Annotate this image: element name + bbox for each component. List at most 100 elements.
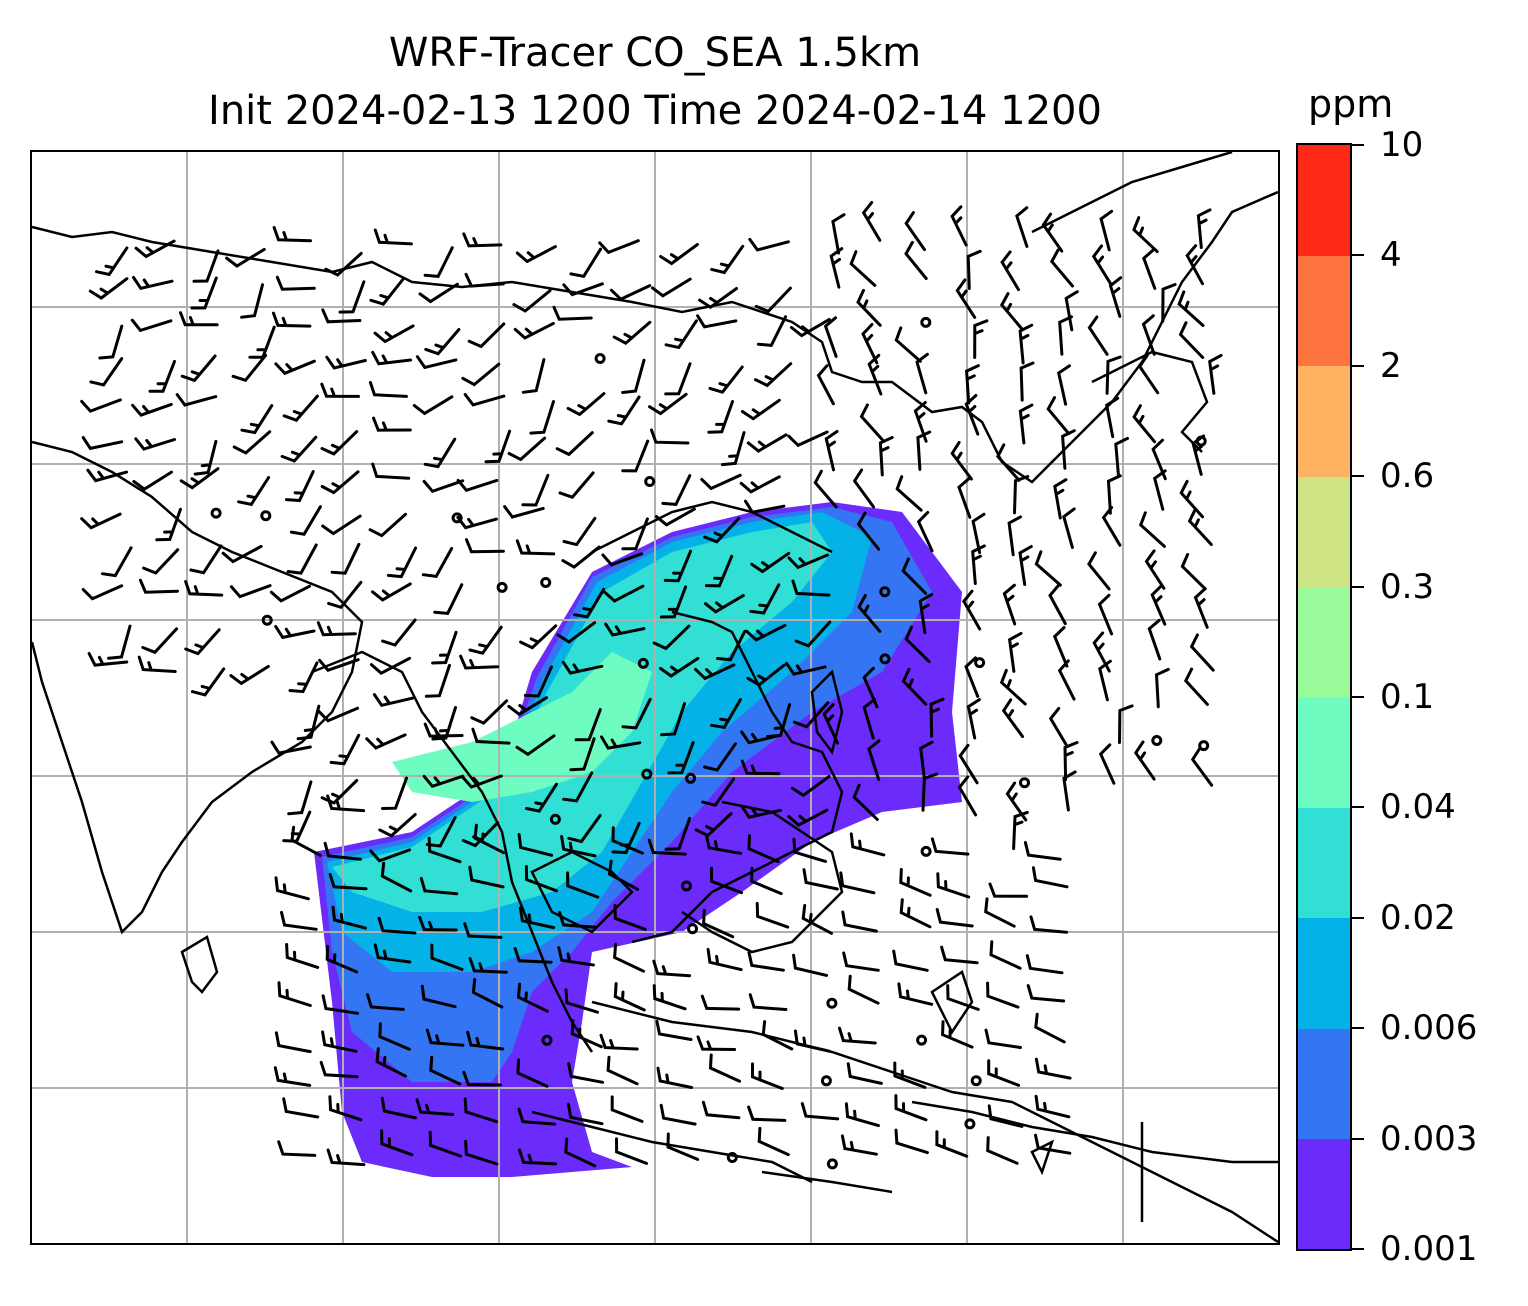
wind-barb [893, 1061, 927, 1089]
colorbar-tick [1352, 1137, 1364, 1140]
wind-barb [1137, 354, 1160, 395]
wind-barb [1193, 587, 1209, 629]
wind-barb [1000, 250, 1020, 292]
wind-barb [1018, 403, 1034, 445]
wind-barb [957, 775, 978, 817]
wind-barb [1154, 667, 1170, 709]
wind-barb [466, 1030, 505, 1051]
wind-barb [894, 1094, 928, 1122]
wind-barb [919, 740, 934, 782]
wind-barb [918, 593, 934, 635]
wind-barb [1151, 438, 1167, 481]
wind-barb [936, 872, 971, 899]
wind-barb [747, 1105, 787, 1122]
wind-barb [86, 468, 129, 483]
wind-barb [791, 579, 831, 597]
wind-barb [756, 315, 788, 347]
wind-barb [696, 1035, 737, 1051]
wind-barb [790, 775, 831, 798]
colorbar-band [1298, 917, 1350, 1029]
wind-barb [1108, 276, 1123, 318]
wind-barb [1015, 206, 1029, 248]
wind-barb [1061, 429, 1076, 470]
wind-barb [1208, 353, 1223, 395]
wind-barb [749, 583, 781, 615]
wind-barb [95, 246, 129, 277]
wind-barb [507, 436, 547, 462]
wind-barb [80, 398, 122, 413]
wind-barb [428, 1130, 463, 1158]
wind-barb [381, 776, 408, 810]
wind-barb [901, 557, 928, 595]
wind-barb [1031, 866, 1069, 889]
wind-barb [155, 507, 182, 542]
wind-barb [698, 287, 738, 310]
wind-barb [652, 984, 687, 1011]
wind-barb [368, 512, 407, 538]
wind-barb [701, 1100, 741, 1120]
wind-barb [380, 1129, 414, 1157]
wind-barb [320, 382, 360, 398]
calm-wind-circle [879, 653, 891, 665]
wind-barb [1114, 436, 1129, 478]
wind-barb [518, 906, 556, 930]
wind-barb [1092, 631, 1111, 673]
wind-barb [558, 471, 595, 499]
wind-barb [621, 697, 652, 730]
wind-barb [661, 474, 692, 506]
colorbar-band [1298, 586, 1350, 698]
wind-barb [1179, 479, 1204, 519]
wind-barb [418, 915, 458, 932]
wind-barb [1063, 741, 1079, 781]
wind-barb [270, 740, 312, 755]
wind-barb [184, 628, 221, 656]
wind-barb [1190, 747, 1214, 787]
wind-barb [857, 594, 882, 633]
coastlines [32, 152, 1278, 1243]
wind-barb [1118, 704, 1134, 744]
wind-barb [601, 552, 644, 567]
wind-barb [317, 706, 359, 723]
calm-wind-circle [974, 657, 986, 669]
wind-barb [1185, 244, 1204, 286]
wind-barb [557, 946, 595, 967]
wind-barb [794, 620, 832, 648]
wind-barb [1013, 475, 1030, 515]
wind-barb [984, 897, 1016, 928]
wind-barb [1142, 248, 1157, 290]
colorbar-tick [1352, 475, 1364, 478]
wind-barb [468, 865, 505, 889]
wind-barb [1132, 404, 1156, 444]
wind-barb [366, 993, 405, 1011]
wind-barb [515, 245, 557, 264]
wind-barb [81, 436, 124, 451]
wind-barb [464, 272, 505, 288]
wind-barb [320, 430, 359, 456]
colorbar-band [1298, 145, 1350, 256]
wind-barb [1007, 515, 1022, 557]
wind-barb [740, 804, 782, 819]
wind-barb [529, 400, 555, 435]
wind-barb [282, 810, 312, 843]
wind-barb [701, 777, 736, 807]
wind-barb [431, 706, 457, 741]
wind-barb [613, 982, 646, 1012]
wind-barb [1147, 618, 1162, 661]
wind-barb [525, 782, 558, 813]
wind-barb [556, 621, 597, 644]
wind-barb [746, 663, 786, 687]
calm-wind-circle [687, 923, 698, 935]
colorbar-tick-label: 0.3 [1380, 566, 1435, 607]
wind-barb [371, 350, 413, 366]
wind-barb [80, 512, 122, 530]
wind-barb [986, 1136, 1019, 1165]
wind-barb [368, 381, 408, 398]
wind-barb [516, 982, 549, 1013]
wind-barb [371, 582, 412, 602]
wind-barb [621, 439, 650, 473]
wind-barb [761, 1020, 794, 1051]
wind-barb [930, 837, 970, 856]
wind-barb [513, 947, 553, 964]
wind-barb [180, 354, 217, 383]
wind-barb [100, 546, 133, 578]
